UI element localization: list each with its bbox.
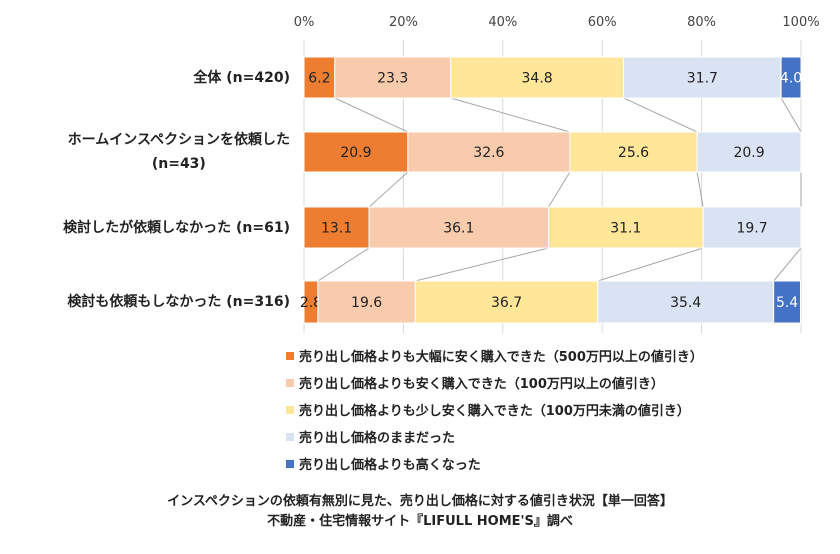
- bar-segment: [303, 56, 336, 99]
- series-line: [415, 247, 549, 282]
- x-tick-label: 0%: [294, 15, 315, 30]
- bar-segment: [414, 280, 599, 324]
- bar-segment: [548, 206, 704, 249]
- data-label: 13.1: [321, 221, 352, 237]
- legend-label: 売り出し価格よりも高くなった: [299, 458, 481, 473]
- series-line: [548, 171, 571, 208]
- data-label: 6.2: [308, 71, 330, 87]
- series-line: [368, 171, 409, 208]
- bar-segment: [702, 206, 802, 249]
- data-label: 19.6: [351, 295, 382, 311]
- data-label: 34.8: [522, 71, 553, 87]
- data-label: 36.7: [491, 295, 522, 311]
- x-tick-label: 20%: [389, 15, 418, 30]
- x-tick-label: 60%: [588, 15, 617, 30]
- data-label: 36.1: [443, 221, 474, 237]
- data-label: 20.9: [340, 145, 371, 161]
- x-tick-label: 80%: [687, 15, 716, 30]
- bar-segment: [368, 206, 550, 249]
- bar-segment: [317, 280, 416, 324]
- data-label: 20.9: [733, 145, 764, 161]
- data-label: 25.6: [618, 145, 649, 161]
- legend-label: 売り出し価格のままだった: [299, 431, 456, 446]
- legend-swatch: [286, 459, 294, 468]
- data-label: 5.4: [776, 295, 798, 311]
- series-line: [597, 247, 704, 282]
- series-line: [334, 97, 409, 133]
- data-label: 4.0: [780, 71, 802, 87]
- bar-segment: [569, 131, 698, 173]
- category-label: ホームインスペクションを依頼した (n=43): [67, 132, 290, 172]
- data-label: 2.8: [300, 295, 322, 311]
- data-label: 31.1: [610, 221, 641, 237]
- legend-swatch: [286, 378, 294, 387]
- series-line: [623, 97, 698, 133]
- series-line: [780, 97, 802, 133]
- series-line: [773, 247, 802, 282]
- legend-item: 売り出し価格のままだった: [286, 423, 703, 450]
- legend-swatch: [286, 351, 294, 360]
- legend-item: 売り出し価格よりも少し安く購入できた（100万円未満の値引き）: [286, 396, 703, 423]
- bar-segment: [407, 131, 571, 173]
- bar-segment: [696, 131, 802, 173]
- category-label: 検討も依頼もしなかった (n=316): [67, 294, 290, 310]
- legend-label: 売り出し価格よりも少し安く購入できた（100万円未満の値引き）: [299, 404, 690, 419]
- legend-label: 売り出し価格よりも大幅に安く購入できた（500万円以上の値引き）: [299, 350, 703, 365]
- legend: 売り出し価格よりも大幅に安く購入できた（500万円以上の値引き） 売り出し価格より…: [286, 342, 703, 477]
- series-line: [317, 247, 370, 282]
- legend-item: 売り出し価格よりも安く購入できた（100万円以上の値引き）: [286, 369, 703, 396]
- legend-swatch: [286, 432, 294, 441]
- data-label: 23.3: [377, 71, 408, 87]
- legend-swatch: [286, 405, 294, 414]
- legend-item: 売り出し価格よりも大幅に安く購入できた（500万円以上の値引き）: [286, 342, 703, 369]
- category-label: 検討したが依頼しなかった (n=61): [63, 219, 290, 236]
- bar-segment: [597, 280, 775, 324]
- series-line: [696, 171, 704, 208]
- data-label: 35.4: [670, 295, 701, 311]
- series-line: [450, 97, 571, 133]
- bar-segment: [780, 56, 802, 99]
- legend-item: 売り出し価格よりも高くなった: [286, 450, 703, 477]
- category-label: 全体 (n=420): [193, 69, 290, 86]
- x-tick-label: 100%: [782, 15, 819, 30]
- legend-label: 売り出し価格よりも安く購入できた（100万円以上の値引き）: [299, 377, 664, 392]
- bar-segment: [334, 56, 452, 99]
- data-label: 19.7: [736, 221, 767, 237]
- x-tick-label: 40%: [488, 15, 517, 30]
- chart-subtitle: 不動産・住宅情報サイト『LIFULL HOME'S』調べ: [267, 514, 573, 529]
- data-label: 31.7: [687, 71, 718, 87]
- data-label: 32.6: [473, 145, 504, 161]
- bar-segment: [450, 56, 625, 99]
- chart-caption: インスペクションの依頼有無別に見た、売り出し価格に対する値引き状況【単一回答】 …: [0, 492, 840, 532]
- bar-segment: [773, 280, 802, 324]
- chart-title: インスペクションの依頼有無別に見た、売り出し価格に対する値引き状況【単一回答】: [167, 494, 673, 509]
